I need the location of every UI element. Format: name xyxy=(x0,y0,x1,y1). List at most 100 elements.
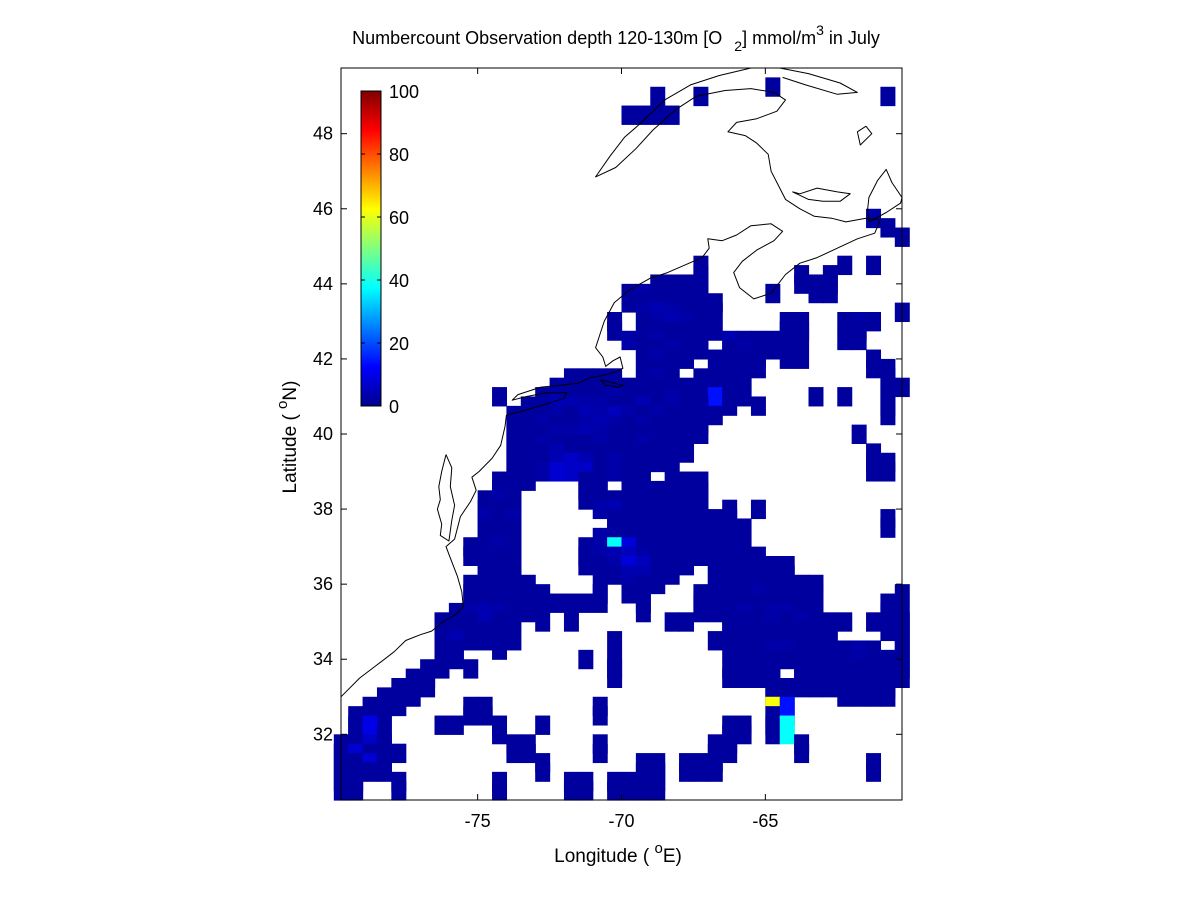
heatmap-cell xyxy=(866,208,882,229)
heatmap-cell xyxy=(463,546,479,566)
heatmap-cell xyxy=(578,649,594,670)
heatmap-cell xyxy=(794,349,810,369)
heatmap-cell xyxy=(837,687,853,707)
chart-title-tail: in July xyxy=(824,28,880,48)
heatmap-cell xyxy=(535,593,551,613)
heatmap-cell xyxy=(549,462,565,482)
heatmap-cell xyxy=(578,593,594,613)
heatmap-cell xyxy=(578,556,594,576)
heatmap-cell xyxy=(722,743,738,764)
heatmap-cell xyxy=(520,743,536,764)
heatmap-cell xyxy=(492,640,508,660)
heatmap-cell xyxy=(808,283,824,304)
heatmap-cell xyxy=(794,574,810,595)
heatmap-cell xyxy=(880,687,896,707)
y-tick-label: 46 xyxy=(313,199,333,219)
chart-title-main: Numbercount Observation depth 120-130m [… xyxy=(352,28,722,48)
heatmap-cell xyxy=(391,743,407,764)
heatmap-cell xyxy=(621,330,637,351)
heatmap-cell xyxy=(794,678,810,698)
heatmap-cell xyxy=(635,490,651,510)
heatmap-cell xyxy=(578,781,594,801)
heatmap-cell xyxy=(448,649,464,670)
heatmap-cell xyxy=(664,274,680,294)
heatmap-cell xyxy=(765,77,781,97)
heatmap-cell xyxy=(808,678,824,698)
heatmap-cell xyxy=(866,358,882,379)
heatmap-cell xyxy=(592,527,608,548)
heatmap-cell xyxy=(880,602,896,623)
heatmap-cell xyxy=(837,255,853,276)
heatmap-cell xyxy=(650,105,666,125)
chart-title-sub: 2 xyxy=(734,38,742,54)
heatmap-cell xyxy=(607,462,623,482)
heatmap-cell xyxy=(808,387,824,407)
coastline xyxy=(599,379,624,388)
heatmap-cell xyxy=(664,105,680,125)
colorbar: 0 20 40 60 80 100 xyxy=(360,82,419,417)
heatmap-cell xyxy=(880,218,896,238)
heatmap-cell xyxy=(621,105,637,125)
heatmap-cell xyxy=(693,509,709,529)
heatmap-cell xyxy=(679,415,695,435)
heatmap-cell xyxy=(621,480,637,501)
x-tick-label: -65 xyxy=(752,811,778,831)
heatmap-cell xyxy=(736,387,752,407)
heatmap-cells xyxy=(333,77,910,801)
y-tick-label: 48 xyxy=(313,124,333,144)
plot-area: -75 -70 -65 32 34 36 38 40 42 44 46 48 xyxy=(313,67,910,831)
heatmap-cell xyxy=(434,715,450,735)
heatmap-cell xyxy=(866,462,882,482)
heatmap-cell xyxy=(693,340,709,360)
y-axis-ticks: 32 34 36 38 40 42 44 46 48 xyxy=(313,124,902,744)
coastline xyxy=(341,68,881,698)
heatmap-cell xyxy=(707,349,723,369)
heatmap-cell xyxy=(535,462,551,482)
heatmap-cell xyxy=(448,715,464,735)
heatmap-cell xyxy=(866,612,882,632)
heatmap-cell xyxy=(506,631,522,651)
heatmap-cell xyxy=(679,274,695,294)
heatmap-cell xyxy=(679,443,695,463)
heatmap-cell xyxy=(607,668,623,688)
colorbar-gradient xyxy=(360,90,382,407)
heatmap-cell xyxy=(635,602,651,623)
heatmap-cell xyxy=(837,330,853,351)
heatmap-cell xyxy=(391,781,407,801)
heatmap-cell xyxy=(866,762,882,782)
heatmap-cell xyxy=(736,668,752,688)
heatmap-cell xyxy=(722,527,738,548)
heatmap-cell xyxy=(750,668,766,688)
y-tick-label: 40 xyxy=(313,424,333,444)
heatmap-cell xyxy=(866,312,882,332)
heatmap-cell xyxy=(722,621,738,642)
heatmap-cell xyxy=(822,678,838,698)
colorbar-tick-label: 0 xyxy=(389,397,399,417)
heatmap-cell xyxy=(592,499,608,520)
heatmap-cell xyxy=(563,612,579,632)
heatmap-cell xyxy=(750,358,766,379)
x-axis-ticks: -75 -70 -65 xyxy=(465,68,778,831)
heatmap-cell xyxy=(794,330,810,351)
heatmap-cell xyxy=(520,471,536,491)
heatmap-cell xyxy=(563,781,579,801)
heatmap-cell xyxy=(808,584,824,604)
heatmap-cell xyxy=(650,574,666,595)
heatmap-cell xyxy=(635,105,651,125)
colorbar-tick-label: 20 xyxy=(389,334,409,354)
colorbar-tick-label: 40 xyxy=(389,271,409,291)
heatmap-cell xyxy=(391,696,407,717)
y-tick-label: 44 xyxy=(313,274,333,294)
heatmap-cell xyxy=(822,612,838,632)
heatmap-cell xyxy=(376,706,392,726)
heatmap-cell xyxy=(592,593,608,613)
heatmap-cell xyxy=(434,659,450,679)
colorbar-ticks: 0 20 40 60 80 100 xyxy=(361,82,419,417)
heatmap-cell xyxy=(851,687,867,707)
heatmap-cell xyxy=(420,678,436,698)
heatmap-cell xyxy=(693,546,709,566)
heatmap-cell xyxy=(707,387,723,407)
heatmap-cell xyxy=(880,462,896,482)
heatmap-cell xyxy=(722,668,738,688)
